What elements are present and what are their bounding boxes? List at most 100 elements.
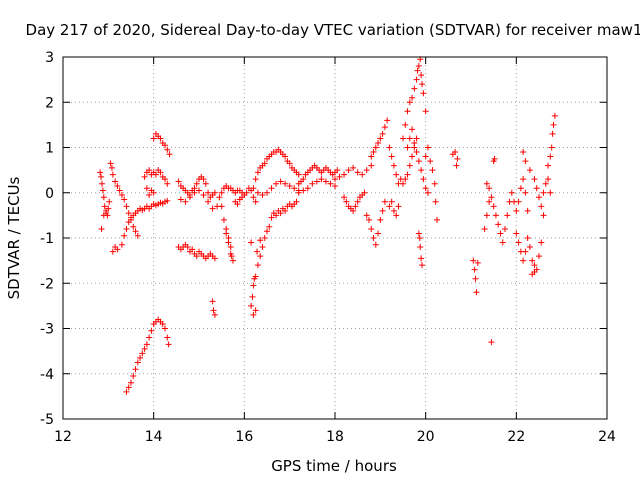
data-point <box>152 171 159 178</box>
data-point <box>548 144 555 151</box>
data-point <box>164 197 171 204</box>
x-tick-label: 22 <box>507 429 525 445</box>
data-point <box>98 173 105 180</box>
data-point <box>499 239 506 246</box>
data-point <box>141 345 148 352</box>
data-point <box>368 225 375 232</box>
data-point <box>388 153 395 160</box>
data-point <box>264 228 270 235</box>
data-point <box>524 207 531 214</box>
data-point <box>540 212 547 219</box>
data-point <box>488 339 495 346</box>
y-tick-label: -2 <box>40 276 54 292</box>
data-point <box>109 171 116 178</box>
data-point <box>404 144 411 151</box>
data-point <box>157 169 164 176</box>
x-tick-label: 12 <box>54 429 72 445</box>
data-point <box>515 198 522 205</box>
data-point <box>125 219 132 226</box>
data-point <box>452 149 459 156</box>
data-point <box>146 167 153 174</box>
data-point <box>522 248 529 255</box>
data-point <box>386 144 393 151</box>
data-point <box>393 212 400 219</box>
data-point <box>193 180 200 187</box>
data-point <box>522 158 529 165</box>
y-tick-label: 2 <box>45 95 54 111</box>
data-point <box>495 221 502 228</box>
data-point <box>210 307 217 314</box>
data-point <box>99 187 106 194</box>
data-point <box>402 176 409 183</box>
data-point <box>184 244 191 251</box>
data-point <box>295 171 302 178</box>
data-point <box>300 187 307 194</box>
data-point <box>248 302 255 309</box>
data-point <box>227 244 234 251</box>
data-point <box>497 230 504 237</box>
data-point <box>273 212 280 219</box>
data-point <box>230 257 236 264</box>
data-point <box>354 169 361 176</box>
x-tick-label: 24 <box>598 429 616 445</box>
data-point <box>513 207 520 214</box>
data-point <box>471 266 478 273</box>
data-point <box>234 201 241 208</box>
data-point <box>121 232 128 239</box>
data-point <box>395 203 402 210</box>
data-point <box>379 130 386 137</box>
data-point <box>252 307 259 314</box>
data-point <box>107 160 114 167</box>
data-point <box>118 241 125 248</box>
data-point <box>148 327 155 334</box>
data-point <box>547 189 554 196</box>
data-point <box>103 207 110 214</box>
y-tick-label: -3 <box>40 322 54 338</box>
data-point <box>352 203 359 210</box>
data-point <box>137 354 144 361</box>
data-point <box>341 194 348 201</box>
data-point <box>143 185 150 192</box>
data-point <box>379 207 386 214</box>
data-point <box>529 257 536 264</box>
data-point <box>164 180 171 187</box>
data-point <box>202 180 209 187</box>
data-point <box>417 244 424 251</box>
data-point <box>259 244 266 251</box>
data-point <box>205 198 212 205</box>
data-point <box>250 194 257 201</box>
data-point <box>125 384 132 391</box>
data-point <box>175 178 182 185</box>
data-point <box>327 180 334 187</box>
data-point <box>268 214 275 221</box>
data-point <box>182 198 189 205</box>
data-point <box>522 189 529 196</box>
data-point <box>286 160 293 167</box>
data-point <box>200 192 207 199</box>
data-point <box>225 239 232 246</box>
data-point <box>381 124 388 131</box>
y-tick-label: -1 <box>40 231 54 247</box>
data-point <box>400 180 406 187</box>
data-point <box>429 167 436 174</box>
x-tick-label: 20 <box>417 429 435 445</box>
data-point <box>504 212 511 219</box>
data-point <box>157 135 164 142</box>
data-point <box>134 359 141 366</box>
data-point <box>415 230 422 237</box>
data-point <box>422 108 429 115</box>
data-point <box>413 76 420 83</box>
y-tick-label: -4 <box>40 367 54 383</box>
data-point <box>216 194 223 201</box>
data-point <box>282 153 289 160</box>
data-point <box>404 171 411 178</box>
chart-title: Day 217 of 2020, Sidereal Day-to-day VTE… <box>26 21 640 39</box>
data-point <box>402 121 409 128</box>
data-point <box>254 248 261 255</box>
data-point <box>454 155 461 162</box>
data-point <box>277 178 284 185</box>
data-point <box>491 155 498 162</box>
x-tick-label: 14 <box>145 429 163 445</box>
data-point <box>393 171 400 178</box>
